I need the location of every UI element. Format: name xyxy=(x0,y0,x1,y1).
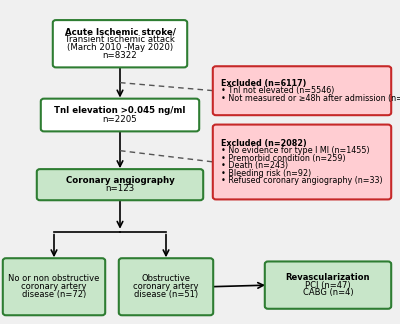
Text: Excluded (n=6117): Excluded (n=6117) xyxy=(221,79,306,88)
FancyBboxPatch shape xyxy=(119,258,213,315)
Text: • TnI not elevated (n=5546): • TnI not elevated (n=5546) xyxy=(221,86,334,95)
Text: • Premorbid condition (n=259): • Premorbid condition (n=259) xyxy=(221,154,346,163)
Text: PCI (n=47): PCI (n=47) xyxy=(305,281,351,290)
Text: • Bleeding risk (n=92): • Bleeding risk (n=92) xyxy=(221,169,311,178)
Text: • Refused coronary angiography (n=33): • Refused coronary angiography (n=33) xyxy=(221,176,382,185)
Text: (March 2010 -May 2020): (March 2010 -May 2020) xyxy=(67,43,173,52)
FancyBboxPatch shape xyxy=(53,20,187,67)
FancyBboxPatch shape xyxy=(37,169,203,200)
Text: coronary artery: coronary artery xyxy=(133,282,199,291)
Text: • No evidence for type I MI (n=1455): • No evidence for type I MI (n=1455) xyxy=(221,146,370,155)
Text: No or non obstructive: No or non obstructive xyxy=(8,274,100,284)
Text: • Death (n=243): • Death (n=243) xyxy=(221,161,288,170)
Text: coronary artery: coronary artery xyxy=(21,282,87,291)
FancyBboxPatch shape xyxy=(265,261,391,309)
Text: Obstructive: Obstructive xyxy=(142,274,190,284)
FancyBboxPatch shape xyxy=(213,66,391,115)
Text: • Not measured or ≥48h after admission (n=571): • Not measured or ≥48h after admission (… xyxy=(221,94,400,103)
Text: n=123: n=123 xyxy=(105,184,135,193)
Text: TnI elevation >0.045 ng/ml: TnI elevation >0.045 ng/ml xyxy=(54,107,186,115)
Text: n=2205: n=2205 xyxy=(103,115,137,123)
Text: disease (n=51): disease (n=51) xyxy=(134,290,198,299)
Text: n=8322: n=8322 xyxy=(103,51,137,60)
Text: Transient ischemic attack: Transient ischemic attack xyxy=(65,35,175,44)
FancyBboxPatch shape xyxy=(213,125,391,199)
Text: Coronary angiography: Coronary angiography xyxy=(66,176,174,185)
Text: disease (n=72): disease (n=72) xyxy=(22,290,86,299)
Text: Acute Ischemic stroke/: Acute Ischemic stroke/ xyxy=(64,27,176,36)
Text: Revascularization: Revascularization xyxy=(286,273,370,282)
Text: Excluded (n=2082): Excluded (n=2082) xyxy=(221,139,306,148)
Text: CABG (n=4): CABG (n=4) xyxy=(303,288,353,297)
FancyBboxPatch shape xyxy=(3,258,105,315)
FancyBboxPatch shape xyxy=(41,98,199,132)
